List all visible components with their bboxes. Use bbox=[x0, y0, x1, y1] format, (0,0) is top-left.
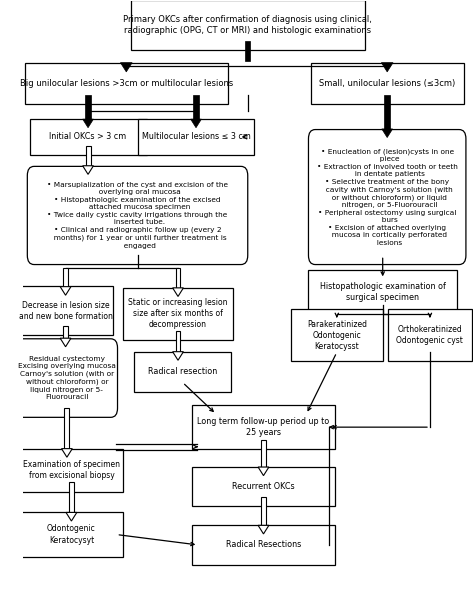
Polygon shape bbox=[261, 440, 266, 467]
Polygon shape bbox=[86, 146, 91, 166]
FancyBboxPatch shape bbox=[309, 270, 457, 314]
FancyBboxPatch shape bbox=[291, 309, 383, 362]
FancyBboxPatch shape bbox=[388, 309, 472, 362]
Polygon shape bbox=[382, 129, 392, 138]
Polygon shape bbox=[124, 63, 129, 66]
Polygon shape bbox=[258, 467, 269, 475]
Polygon shape bbox=[63, 268, 68, 287]
Text: Multilocular lesions ≤ 3 cm: Multilocular lesions ≤ 3 cm bbox=[142, 132, 250, 141]
FancyBboxPatch shape bbox=[137, 119, 255, 156]
Polygon shape bbox=[66, 512, 77, 521]
Text: Parakeratinized
Odontogenic
Keratocysst: Parakeratinized Odontogenic Keratocysst bbox=[307, 320, 367, 351]
Polygon shape bbox=[120, 63, 132, 72]
FancyBboxPatch shape bbox=[131, 0, 365, 50]
Text: Orthokeratinized
Odontogenic cyst: Orthokeratinized Odontogenic cyst bbox=[396, 325, 464, 345]
FancyBboxPatch shape bbox=[18, 286, 113, 335]
FancyBboxPatch shape bbox=[20, 448, 123, 491]
Polygon shape bbox=[82, 166, 93, 174]
Polygon shape bbox=[173, 288, 183, 296]
Text: Histopathologic examination of
surgical specimen: Histopathologic examination of surgical … bbox=[320, 282, 446, 302]
Text: Long term follow-up period up to
25 years: Long term follow-up period up to 25 year… bbox=[197, 417, 329, 437]
Polygon shape bbox=[173, 352, 183, 360]
FancyBboxPatch shape bbox=[191, 405, 336, 449]
FancyBboxPatch shape bbox=[191, 467, 336, 506]
Polygon shape bbox=[193, 95, 199, 119]
FancyBboxPatch shape bbox=[25, 63, 228, 104]
Polygon shape bbox=[261, 497, 266, 525]
Polygon shape bbox=[85, 95, 91, 119]
Text: Radical Resections: Radical Resections bbox=[226, 541, 301, 549]
Text: Primary OKCs after confirmation of diagnosis using clinical,
radiographic (OPG, : Primary OKCs after confirmation of diagn… bbox=[123, 15, 372, 35]
Text: • Marsupialization of the cyst and excision of the
  overlying oral mucosa
• His: • Marsupialization of the cyst and excis… bbox=[47, 182, 228, 249]
Polygon shape bbox=[258, 525, 269, 534]
Text: Residual cystectomy
Excising overlying mucosa
Carnoy's solution (with or
without: Residual cystectomy Excising overlying m… bbox=[18, 356, 116, 400]
Text: Recurrent OKCs: Recurrent OKCs bbox=[232, 482, 295, 491]
Polygon shape bbox=[191, 119, 201, 128]
Polygon shape bbox=[245, 41, 250, 62]
Text: Small, unilocular lesions (≤3cm): Small, unilocular lesions (≤3cm) bbox=[319, 79, 456, 88]
Text: Odontogenic
Keratocysyt: Odontogenic Keratocysyt bbox=[47, 525, 96, 545]
Polygon shape bbox=[69, 482, 74, 512]
Polygon shape bbox=[382, 63, 393, 72]
Text: Decrease in lesion size
and new bone formation: Decrease in lesion size and new bone for… bbox=[18, 301, 112, 320]
Polygon shape bbox=[175, 268, 181, 288]
Text: Examination of specimen
from excisional biopsy: Examination of specimen from excisional … bbox=[23, 460, 120, 480]
FancyBboxPatch shape bbox=[29, 119, 146, 156]
FancyBboxPatch shape bbox=[16, 339, 118, 418]
FancyBboxPatch shape bbox=[134, 352, 231, 392]
Text: Initial OKCs > 3 cm: Initial OKCs > 3 cm bbox=[49, 132, 127, 141]
FancyBboxPatch shape bbox=[309, 130, 466, 264]
FancyBboxPatch shape bbox=[20, 512, 123, 557]
Polygon shape bbox=[60, 338, 71, 347]
Polygon shape bbox=[62, 448, 73, 457]
FancyBboxPatch shape bbox=[311, 63, 464, 104]
FancyBboxPatch shape bbox=[191, 525, 336, 565]
Polygon shape bbox=[60, 287, 71, 295]
Polygon shape bbox=[64, 408, 69, 448]
Polygon shape bbox=[63, 326, 68, 338]
Polygon shape bbox=[384, 95, 390, 129]
Text: Static or increasing lesion
size after six months of
decompression: Static or increasing lesion size after s… bbox=[128, 298, 228, 329]
Polygon shape bbox=[175, 330, 181, 352]
Text: Big unilocular lesions >3cm or multilocular lesions: Big unilocular lesions >3cm or multilocu… bbox=[19, 79, 233, 88]
Polygon shape bbox=[384, 63, 390, 66]
Text: Radical resection: Radical resection bbox=[148, 367, 217, 376]
Polygon shape bbox=[82, 119, 93, 128]
FancyBboxPatch shape bbox=[123, 288, 233, 339]
Text: • Enucleation of (lesion)cysts in one
  piece
• Extraction of involved tooth or : • Enucleation of (lesion)cysts in one pi… bbox=[317, 148, 457, 246]
FancyBboxPatch shape bbox=[27, 167, 248, 264]
